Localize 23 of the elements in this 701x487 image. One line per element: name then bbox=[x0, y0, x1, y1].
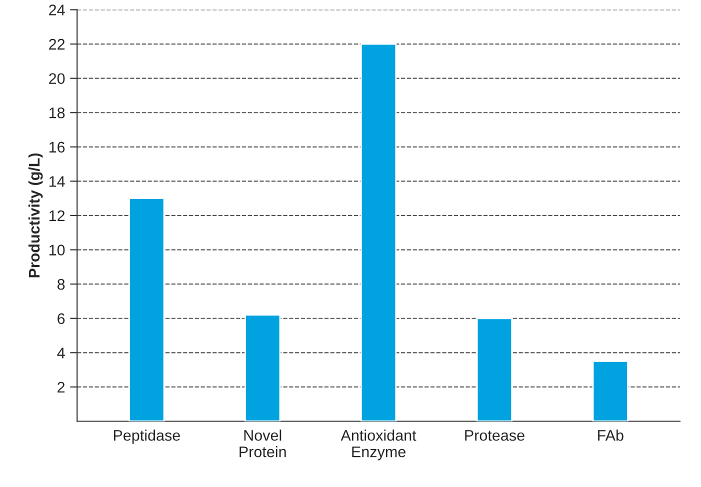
y-tick-label: 8 bbox=[57, 278, 65, 290]
y-tick-label: 6 bbox=[58, 313, 65, 324]
y-tick-label: 14 bbox=[49, 176, 65, 187]
y-tick-label: 12 bbox=[49, 210, 65, 222]
bar bbox=[360, 43, 397, 422]
bar bbox=[476, 318, 513, 422]
y-tick-label: 24 bbox=[49, 4, 65, 16]
y-tick-label: 18 bbox=[49, 107, 65, 118]
y-axis-title: Productivity (g/L) bbox=[28, 153, 43, 278]
bar bbox=[592, 360, 628, 422]
y-tick-label: 16 bbox=[49, 142, 65, 153]
x-tick-label: Antioxidant Enzyme bbox=[340, 430, 416, 460]
y-tick-label: 4 bbox=[57, 348, 65, 358]
bar bbox=[128, 198, 165, 422]
bar bbox=[244, 314, 281, 422]
x-tick-label: Protease bbox=[465, 430, 524, 441]
x-tick-label: FAb bbox=[598, 430, 624, 441]
x-tick-label: Novel Protein bbox=[240, 430, 286, 458]
y-tick-label: 20 bbox=[49, 73, 65, 84]
y-tick-label: 22 bbox=[49, 38, 65, 50]
x-tick-label: Peptidase bbox=[114, 430, 180, 444]
y-tick-label: 2 bbox=[58, 382, 65, 392]
y-tick-label: 10 bbox=[49, 244, 65, 256]
